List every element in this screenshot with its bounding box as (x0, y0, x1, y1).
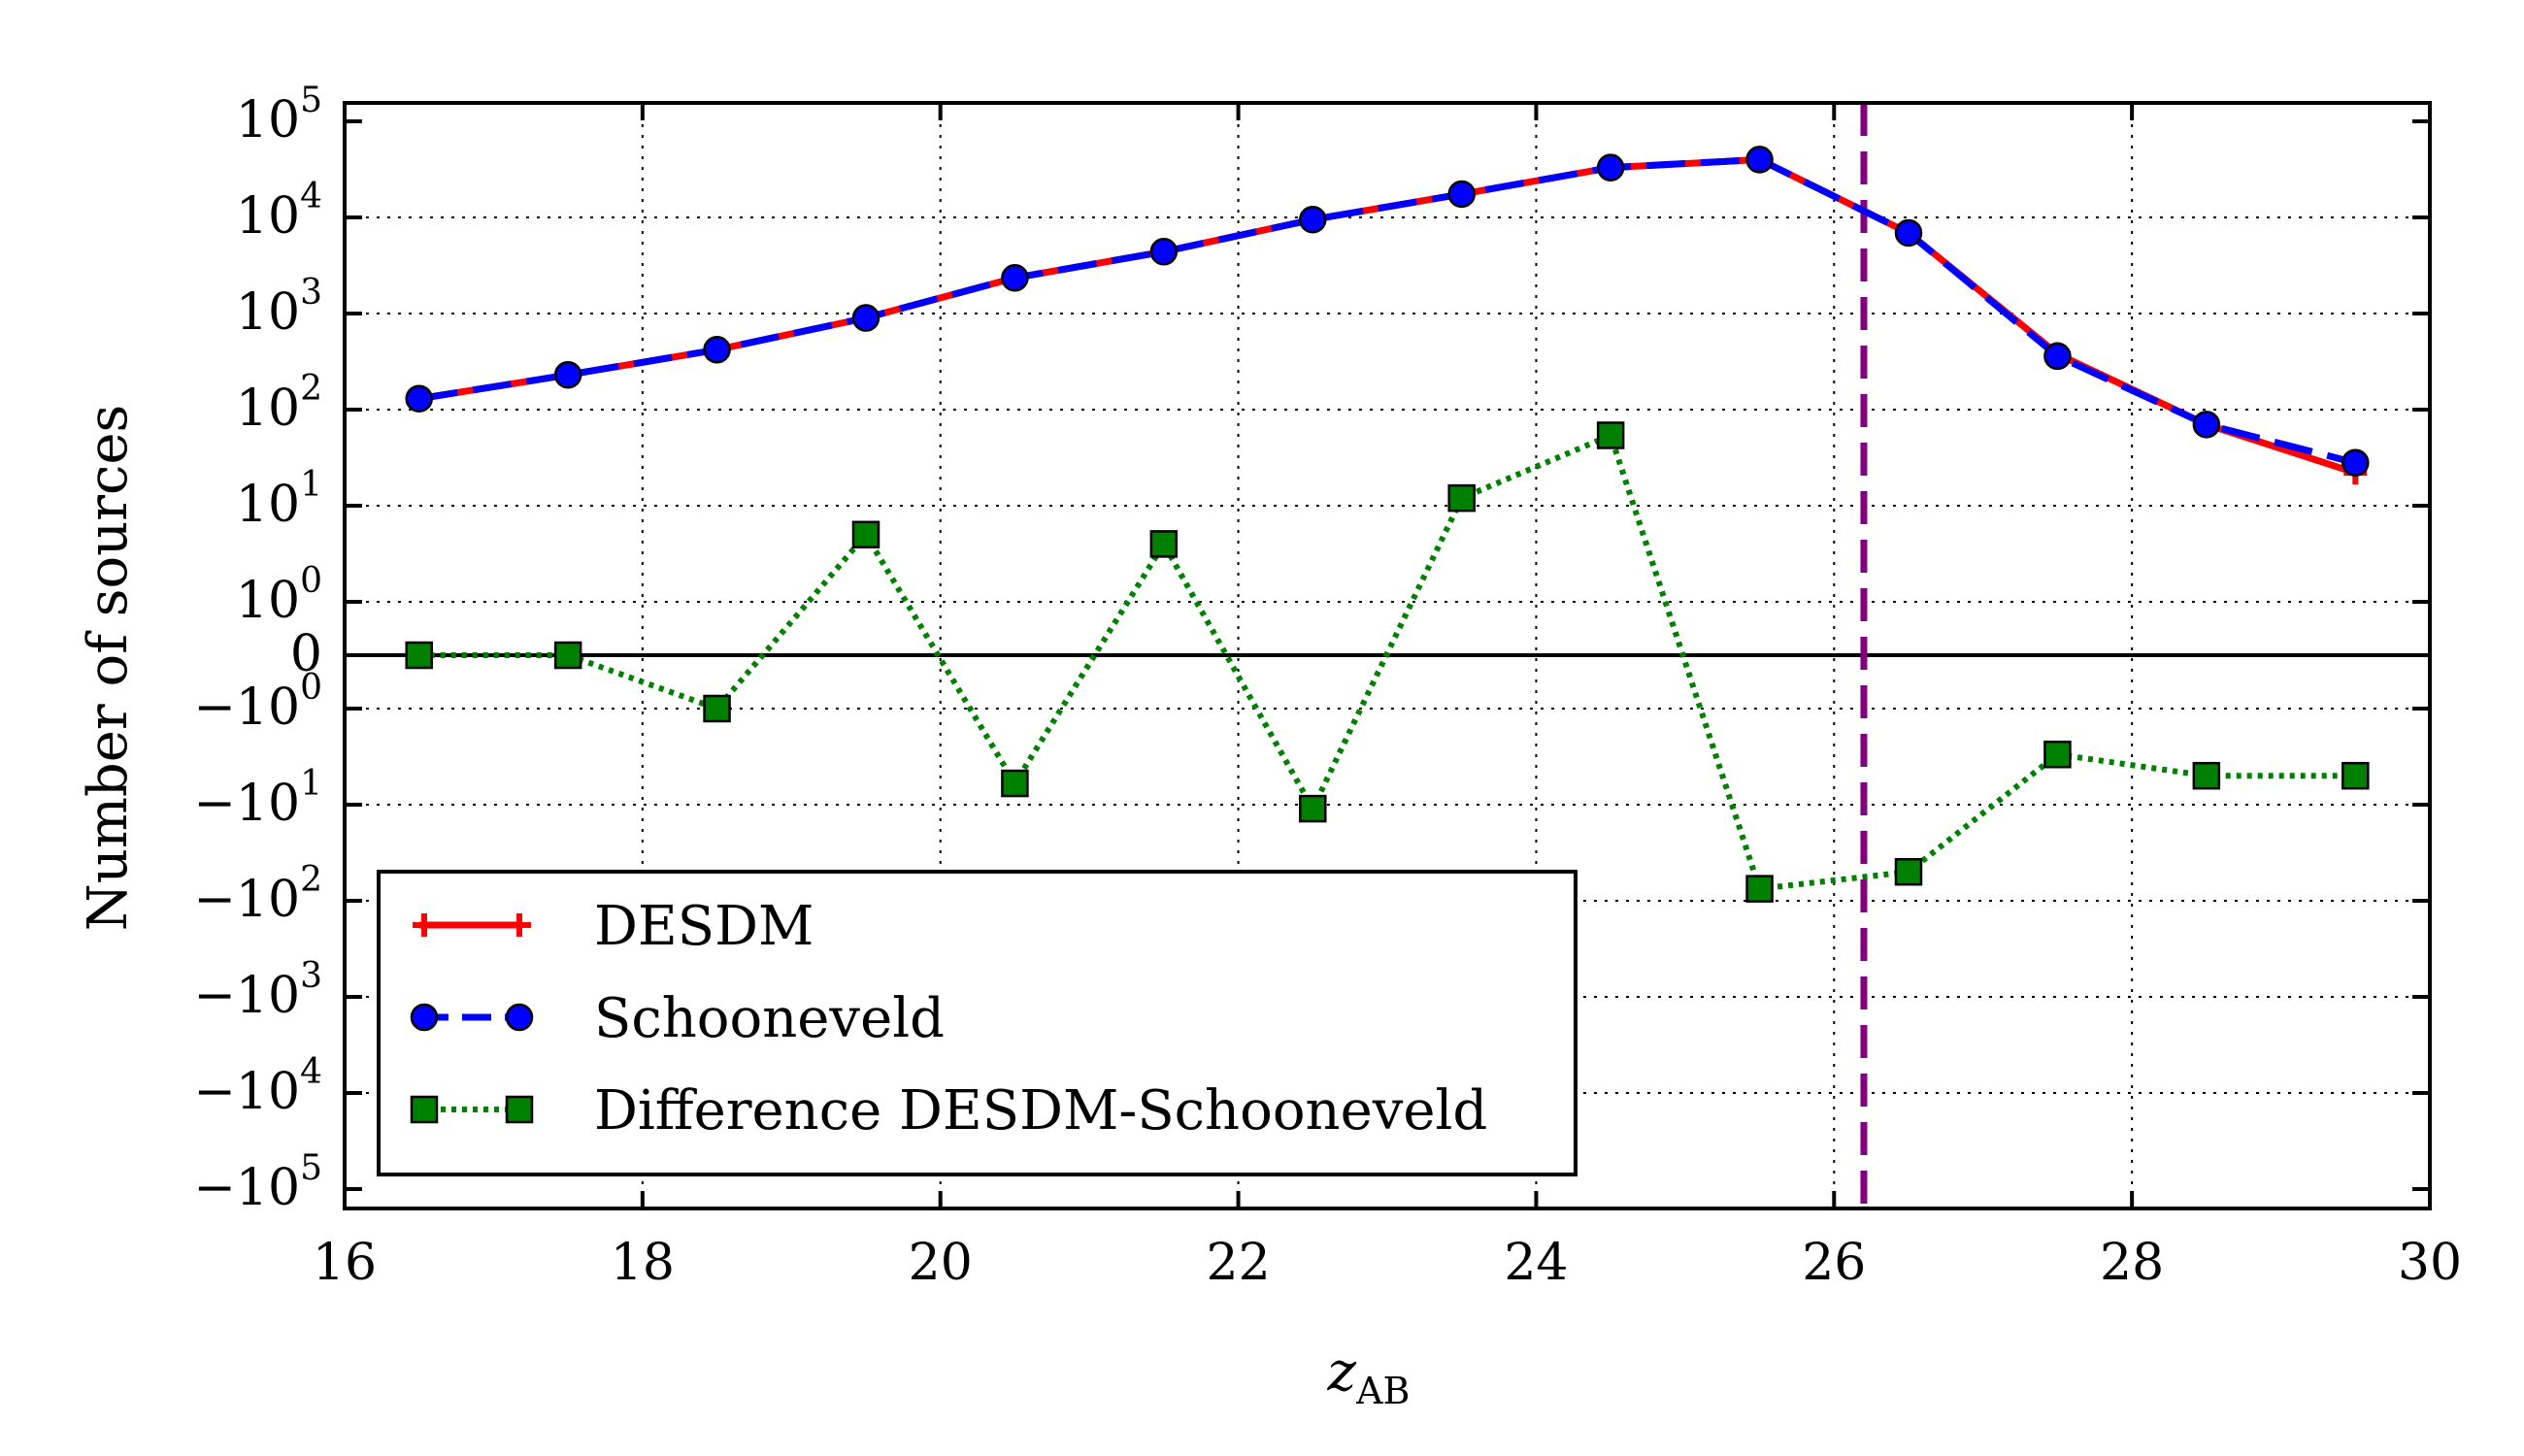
data-point (851, 520, 880, 549)
legend-label: DESDM (594, 895, 814, 958)
data-point (851, 304, 880, 332)
data-point (508, 913, 531, 937)
data-point (2043, 740, 2072, 769)
data-point (553, 641, 582, 670)
x-axis-label: zAB (1327, 1340, 1411, 1412)
legend-item: DESDM (413, 895, 814, 958)
series-line (418, 155, 2357, 467)
series-line (418, 432, 2356, 892)
data-point (2192, 411, 2221, 439)
legend-label: Schooneveld (594, 987, 945, 1050)
data-point (1894, 857, 1923, 886)
data-point (2341, 448, 2370, 477)
y-tick-label: −102 (193, 860, 322, 929)
data-point (2341, 761, 2370, 790)
data-point (1001, 769, 1029, 798)
data-point (703, 694, 731, 723)
data-point (410, 1003, 439, 1032)
y-tick-label: 102 (236, 369, 322, 438)
series-2 (405, 146, 2370, 477)
series-3 (405, 421, 2370, 903)
y-tick-label: −101 (193, 764, 322, 833)
data-point (2043, 342, 2072, 371)
data-point (505, 1095, 534, 1124)
data-point (413, 913, 436, 937)
y-tick-label: 103 (236, 273, 322, 342)
data-point (1001, 264, 1029, 292)
data-point (1745, 875, 1774, 903)
x-tick-labels: 16 18 20 22 24 26 28 30 (313, 1234, 2462, 1292)
x-tick-label: 16 (313, 1234, 377, 1292)
y-tick-label: −105 (193, 1148, 322, 1217)
data-point (1596, 421, 1625, 449)
y-axis-label: Number of sources (77, 405, 140, 932)
x-tick-label: 24 (1504, 1234, 1568, 1292)
data-point (1149, 238, 1179, 266)
y-tick-label: −104 (193, 1052, 322, 1121)
data-point (1149, 530, 1179, 558)
legend-item: Difference DESDM-Schooneveld (410, 1079, 1487, 1142)
y-tick-label: 104 (236, 177, 322, 246)
data-point (1596, 153, 1625, 182)
data-point (1745, 146, 1774, 174)
data-point (505, 1003, 534, 1032)
data-point (1447, 180, 1476, 209)
legend-item: Schooneveld (410, 987, 945, 1050)
y-tick-label: 101 (236, 465, 322, 534)
grid-lines (345, 103, 2430, 1208)
x-tick-label: 30 (2398, 1234, 2462, 1292)
y-tick-label: 100 (236, 561, 322, 630)
data-point (703, 336, 731, 364)
y-tick-label: 105 (236, 81, 322, 149)
x-axis-label-sub: AB (1355, 1370, 1410, 1412)
x-tick-label: 28 (2100, 1234, 2164, 1292)
x-tick-label: 18 (611, 1234, 675, 1292)
data-point (1447, 483, 1476, 513)
legend-box (377, 870, 1578, 1176)
x-tick-label: 26 (1802, 1234, 1866, 1292)
data-point (1299, 794, 1327, 823)
y-tick-label: −103 (193, 956, 322, 1025)
data-point (405, 641, 433, 670)
legend: DESDM Schooneveld Difference DESDM-Schoone… (377, 870, 1578, 1176)
data-point (405, 384, 433, 413)
x-tick-label: 20 (909, 1234, 973, 1292)
data-point (1299, 205, 1327, 234)
x-tick-label: 22 (1206, 1234, 1270, 1292)
axis-ticks (343, 103, 2432, 1208)
y-tick-label: 0 (290, 625, 322, 683)
y-tick-label: −100 (193, 668, 322, 737)
data-point (1894, 218, 1923, 248)
series-1 (407, 148, 2368, 485)
data-point (410, 1095, 439, 1124)
series-layer (405, 146, 2370, 903)
data-point (2192, 761, 2221, 790)
data-point (553, 360, 582, 389)
legend-label: Difference DESDM-Schooneveld (594, 1079, 1487, 1142)
x-axis-label-main: z (1327, 1340, 1357, 1404)
